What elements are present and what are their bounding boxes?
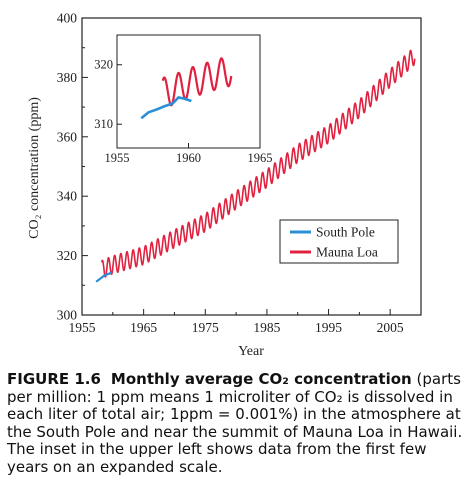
inset-axes: 1955 1960 1965 310 320 bbox=[94, 58, 272, 165]
figure-number: FIGURE 1.6 bbox=[7, 370, 101, 388]
figure-caption: FIGURE 1.6 Monthly average CO₂ concentrat… bbox=[7, 370, 469, 476]
inset-y-tick-label: 320 bbox=[94, 58, 113, 72]
y-tick-label: 340 bbox=[57, 189, 78, 204]
inset-x-tick-label: 1965 bbox=[248, 151, 273, 165]
x-tick-label: 1965 bbox=[130, 320, 157, 335]
legend-label-south-pole: South Pole bbox=[316, 225, 375, 240]
y-tick-label: 300 bbox=[57, 308, 78, 323]
inset-x-tick-label: 1955 bbox=[105, 151, 130, 165]
inset-y-tick-label: 310 bbox=[94, 117, 113, 131]
series-line bbox=[95, 271, 113, 283]
series-line bbox=[161, 57, 233, 107]
y-tick-label: 400 bbox=[57, 11, 78, 26]
y-tick-label: 320 bbox=[57, 248, 78, 263]
x-tick-label: 1995 bbox=[315, 320, 342, 335]
co2-chart: 1955 1965 1975 1985 1995 2005 300 320 340 360 380 4… bbox=[27, 11, 422, 359]
legend-box bbox=[279, 219, 399, 264]
inset-chart: 1955 1960 1965 310 320 bbox=[94, 34, 273, 165]
legend: South Pole Mauna Loa bbox=[279, 219, 399, 264]
figure-title: Monthly average CO₂ concentration bbox=[110, 370, 412, 388]
main-series-group bbox=[95, 49, 416, 283]
series-line bbox=[100, 49, 416, 278]
figure-caption-body: (parts per million: 1 ppm means 1 microl… bbox=[7, 370, 463, 476]
x-tick-label: 1975 bbox=[192, 320, 219, 335]
legend-label-mauna-loa: Mauna Loa bbox=[316, 245, 378, 260]
x-axis-title: Year bbox=[238, 344, 264, 359]
inset-series-group bbox=[140, 57, 233, 120]
y-axis-title: CO₂ concentration (ppm) bbox=[27, 97, 42, 239]
x-tick-label: 2005 bbox=[377, 320, 404, 335]
inset-x-tick-label: 1960 bbox=[176, 151, 201, 165]
x-tick-label: 1955 bbox=[69, 320, 96, 335]
y-tick-label: 380 bbox=[57, 70, 78, 85]
y-tick-label: 360 bbox=[57, 129, 78, 144]
main-axes: 1955 1965 1975 1985 1995 2005 300 320 340 360 380 4… bbox=[57, 11, 404, 336]
series-line bbox=[140, 96, 192, 120]
x-tick-label: 1985 bbox=[253, 320, 280, 335]
